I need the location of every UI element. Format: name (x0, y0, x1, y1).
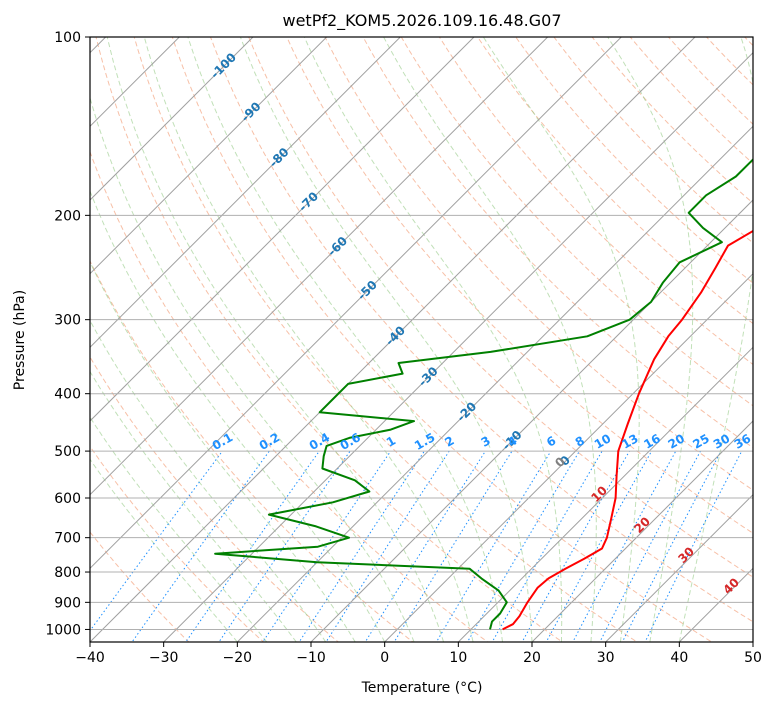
plot-frame (89, 36, 754, 643)
x-tick-label: 30 (597, 650, 615, 666)
isotherm (383, 272, 753, 642)
dry-adiabat (90, 259, 414, 642)
moist-adiabat (90, 458, 238, 642)
dry-adiabat (362, 37, 753, 449)
y-tick-label: 200 (54, 208, 81, 224)
isotherm (90, 37, 328, 275)
moist-adiabat (90, 416, 268, 642)
temperature-line (502, 229, 753, 631)
x-tick-label: 10 (449, 650, 467, 666)
y-tick-label: 800 (54, 565, 81, 581)
x-tick-label: 20 (523, 650, 541, 666)
dry-adiabat (133, 37, 638, 642)
moist-adiabat (303, 37, 563, 642)
chart-title: wetPf2_KOM5.2026.109.16.48.G07 (282, 11, 561, 31)
isotherm (531, 420, 753, 642)
moist-adiabat (106, 37, 445, 642)
dry-adiabat (324, 37, 753, 491)
x-tick-label: 40 (670, 650, 688, 666)
dry-adiabat (209, 37, 753, 623)
y-tick-label: 900 (54, 595, 81, 611)
isotherm (90, 37, 254, 201)
plot-area (90, 37, 753, 642)
x-axis-label: Temperature (°C) (361, 680, 483, 696)
moist-adiabat (383, 37, 597, 642)
x-tick-label: −20 (223, 650, 253, 666)
y-axis-label: Pressure (hPa) (12, 290, 28, 390)
moist-adiabat (143, 37, 474, 642)
isotherm (90, 37, 402, 349)
moist-adiabat (607, 37, 694, 642)
isotherm (457, 346, 753, 642)
moist-adiabat (187, 37, 503, 642)
x-tick-label: −10 (296, 650, 326, 666)
moist-adiabat (482, 37, 640, 642)
dry-adiabat (95, 37, 564, 642)
moist-adiabat (90, 319, 327, 642)
isotherm (236, 125, 753, 642)
moist-adiabat (678, 37, 753, 642)
x-tick-label: 0 (380, 650, 389, 666)
x-tick-label: −30 (149, 650, 179, 666)
isotherm (604, 493, 753, 642)
isotherm (90, 37, 549, 496)
x-tick-label: 50 (744, 650, 762, 666)
moist-adiabat (90, 189, 386, 642)
isotherm (90, 37, 696, 642)
moist-adiabat (90, 260, 356, 642)
y-tick-label: 400 (54, 387, 81, 403)
isotherm (90, 37, 623, 570)
y-tick-label: 100 (54, 30, 81, 46)
isotherm (162, 51, 753, 642)
x-tick-label: −40 (75, 650, 105, 666)
y-tick-label: 1000 (45, 622, 81, 638)
dry-adiabat (90, 531, 190, 642)
dry-adiabat (90, 445, 265, 642)
y-tick-label: 300 (54, 313, 81, 329)
y-tick-label: 700 (54, 531, 81, 547)
y-tick-label: 600 (54, 491, 81, 507)
dry-adiabat (286, 37, 753, 534)
dewpoint-line (214, 158, 753, 630)
dry-adiabat (90, 356, 340, 642)
isotherm (310, 199, 753, 642)
y-tick-label: 500 (54, 444, 81, 460)
isotherm (90, 37, 475, 422)
dry-adiabat (400, 37, 753, 407)
